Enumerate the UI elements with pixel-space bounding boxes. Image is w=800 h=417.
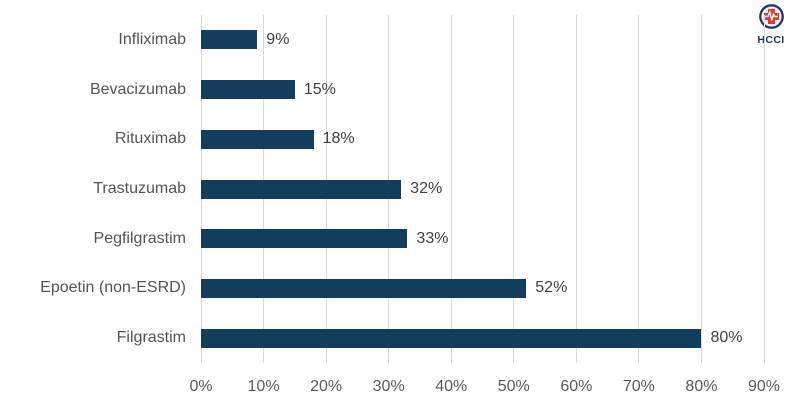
x-axis-tick-label: 10% xyxy=(247,378,280,395)
data-label: 52% xyxy=(535,279,568,297)
data-label: 80% xyxy=(710,329,743,347)
data-label: 33% xyxy=(416,229,449,247)
x-axis-tick-label: 30% xyxy=(372,378,405,395)
hcci-logo-text: HCCI xyxy=(757,34,785,46)
category-label: Rituximab xyxy=(114,130,186,148)
gridline xyxy=(763,15,765,363)
data-label: 32% xyxy=(410,180,443,197)
category-label: Pegfilgrastim xyxy=(93,229,186,247)
bar xyxy=(201,30,258,50)
bar xyxy=(201,229,408,249)
gridline xyxy=(450,15,452,363)
data-label: 18% xyxy=(322,130,355,148)
category-label: Filgrastim xyxy=(116,329,186,347)
bar xyxy=(201,278,527,298)
heartbeat-line-icon xyxy=(764,9,778,21)
gridline xyxy=(700,15,702,363)
category-label: Epoetin (non-ESRD) xyxy=(40,279,186,297)
bar xyxy=(201,129,314,149)
x-axis-tick-label: 40% xyxy=(435,378,468,395)
gridline xyxy=(638,15,640,363)
bar xyxy=(201,80,295,100)
category-label: Infliximab xyxy=(118,30,186,48)
category-label: Trastuzumab xyxy=(93,180,186,197)
data-label: 9% xyxy=(266,30,290,48)
category-label: Bevacizumab xyxy=(89,80,186,98)
bar xyxy=(201,179,402,199)
x-axis-tick-label: 80% xyxy=(685,378,718,395)
hcci-logo: HCCI xyxy=(747,3,795,46)
x-axis-tick-label: 0% xyxy=(189,378,213,395)
x-axis-tick-label: 70% xyxy=(622,378,655,395)
hcci-logo-mark xyxy=(758,4,784,29)
gridline xyxy=(575,15,577,363)
data-label: 15% xyxy=(303,80,336,98)
x-axis-tick-label: 60% xyxy=(560,378,593,395)
bar xyxy=(201,328,702,348)
x-axis-tick-label: 90% xyxy=(747,378,781,395)
gridline xyxy=(513,15,515,363)
x-axis-tick-label: 50% xyxy=(497,378,530,395)
x-axis-tick-label: 20% xyxy=(310,378,343,395)
